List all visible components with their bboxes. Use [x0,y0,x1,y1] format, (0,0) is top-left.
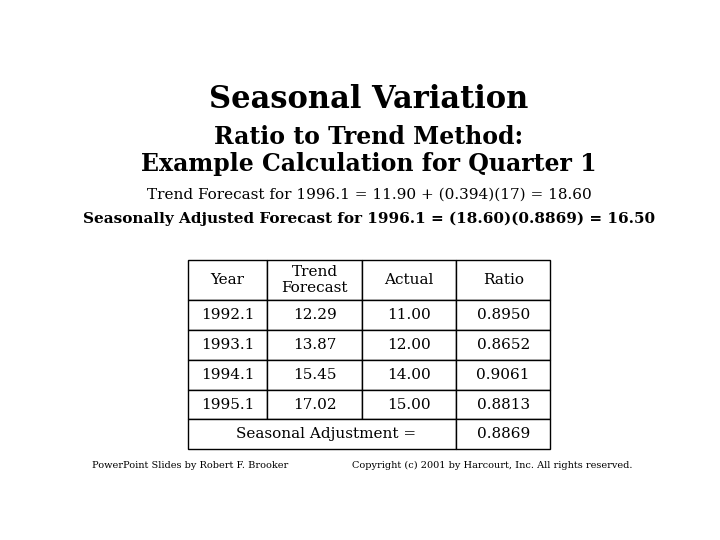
Text: 15.45: 15.45 [293,368,336,382]
Bar [361,300,456,329]
Bar [188,360,267,389]
Text: 0.8950: 0.8950 [477,308,530,322]
Bar [456,300,550,329]
Text: PowerPoint Slides by Robert F. Brooker: PowerPoint Slides by Robert F. Brooker [92,461,289,470]
Text: Actual: Actual [384,273,433,287]
Bar [188,420,456,449]
Text: Copyright (c) 2001 by Harcourt, Inc. All rights reserved.: Copyright (c) 2001 by Harcourt, Inc. All… [351,461,632,470]
Text: Seasonally Adjusted Forecast for 1996.1 = (18.60)(0.8869) = 16.50: Seasonally Adjusted Forecast for 1996.1 … [83,211,655,226]
Text: 1995.1: 1995.1 [201,397,254,411]
Text: 11.00: 11.00 [387,308,431,322]
Text: 1993.1: 1993.1 [201,338,254,352]
Text: 15.00: 15.00 [387,397,431,411]
Bar [456,329,550,360]
Bar [361,360,456,389]
Bar [267,260,361,300]
Bar [361,260,456,300]
Bar [361,389,456,420]
Text: Ratio to Trend Method:: Ratio to Trend Method: [215,125,523,149]
Text: 1992.1: 1992.1 [201,308,254,322]
Text: 0.8652: 0.8652 [477,338,530,352]
Text: 13.87: 13.87 [293,338,336,352]
Text: Seasonal Variation: Seasonal Variation [210,84,528,114]
Bar [456,260,550,300]
Bar [267,360,361,389]
Bar [456,389,550,420]
Bar [188,389,267,420]
Text: 1994.1: 1994.1 [201,368,254,382]
Bar [456,420,550,449]
Text: Trend Forecast for 1996.1 = 11.90 + (0.394)(17) = 18.60: Trend Forecast for 1996.1 = 11.90 + (0.3… [147,187,591,201]
Text: 14.00: 14.00 [387,368,431,382]
Bar [267,389,361,420]
Text: Seasonal Adjustment =: Seasonal Adjustment = [235,428,415,441]
Bar [361,329,456,360]
Text: Ratio: Ratio [482,273,523,287]
Text: Trend
Forecast: Trend Forecast [282,265,348,295]
Bar [188,260,267,300]
Text: Year: Year [210,273,245,287]
Bar [456,360,550,389]
Text: 0.8869: 0.8869 [477,428,530,441]
Bar [267,329,361,360]
Bar [188,329,267,360]
Text: 12.00: 12.00 [387,338,431,352]
Bar [267,300,361,329]
Bar [188,300,267,329]
Text: 0.9061: 0.9061 [477,368,530,382]
Text: 12.29: 12.29 [293,308,336,322]
Text: 17.02: 17.02 [293,397,336,411]
Text: Example Calculation for Quarter 1: Example Calculation for Quarter 1 [141,152,597,176]
Text: 0.8813: 0.8813 [477,397,530,411]
